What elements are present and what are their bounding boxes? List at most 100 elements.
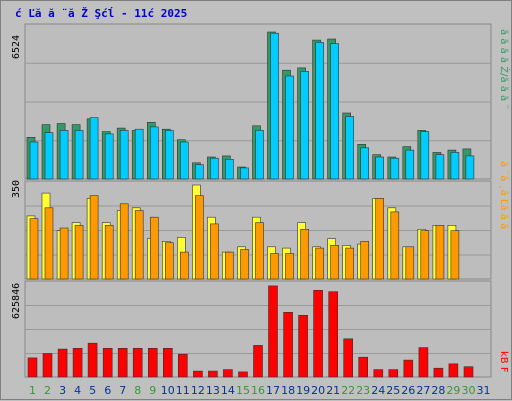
bandwidth-bar-day-8 [132, 347, 143, 378]
day-label-11: 11 [176, 384, 190, 397]
pages-legend: ă ¨ă ¸ă Ľă ă ă [498, 161, 509, 229]
pages-bar-day-9-s2 [150, 216, 159, 280]
day-label-13: 13 [206, 384, 220, 397]
day-label-9: 9 [149, 384, 156, 397]
day-label-10: 10 [161, 384, 175, 397]
day-label-6: 6 [104, 384, 111, 397]
bandwidth-legend: kB F [498, 351, 509, 373]
pages-bar-day-15-s2 [240, 249, 249, 280]
bandwidth-bar-day-29 [448, 363, 459, 378]
visits-bar-day-26-s2 [405, 149, 415, 180]
chart-title: ć Ľă ă ¨ă Ž Şćĺ - 11ć 2025 [15, 7, 187, 20]
bandwidth-max-label: 625846 [11, 283, 22, 319]
day-label-2: 2 [44, 384, 51, 397]
visits-bar-day-16-s2 [255, 130, 264, 180]
pages-bar-day-10-s2 [165, 242, 174, 280]
visits-bar-day-7-s2 [119, 130, 129, 180]
visits-bar-day-23-s2 [360, 147, 370, 180]
visits-bar-day-1-s2 [29, 141, 39, 180]
visits-bar-day-14-s2 [225, 159, 234, 180]
pages-bar-day-22-s2 [345, 247, 355, 280]
day-label-31: 31 [477, 384, 491, 397]
visits-bar-day-20-s2 [315, 42, 324, 180]
visits-bar-day-3-s2 [59, 130, 69, 180]
bandwidth-bar-day-11 [178, 353, 188, 378]
visits-bar-day-22-s2 [345, 116, 355, 180]
pages-bar-day-13-s2 [210, 223, 219, 280]
visits-max-label: 6524 [11, 35, 22, 59]
visits-bar-day-25-s2 [390, 157, 400, 180]
day-label-5: 5 [89, 384, 96, 397]
visits-bar-day-18-s2 [285, 75, 294, 180]
pages-bar-day-19-s2 [300, 229, 309, 280]
pages-bar-day-8-s2 [134, 210, 144, 280]
visits-bar-day-30-s2 [465, 155, 475, 180]
pages-bar-day-23-s2 [360, 241, 370, 280]
visits-bar-day-8-s2 [134, 128, 144, 180]
day-label-20: 20 [311, 384, 325, 397]
bandwidth-bar-day-30 [463, 366, 474, 378]
day-label-21: 21 [326, 384, 340, 397]
pages-bar-day-21-s2 [330, 245, 339, 280]
day-label-27: 27 [416, 384, 430, 397]
pages-bar-day-12-s2 [195, 195, 204, 280]
day-label-8: 8 [134, 384, 141, 397]
pages-bar-day-26-s2 [405, 246, 415, 280]
pages-bar-day-3-s2 [59, 227, 69, 280]
pages-bar-day-11-s2 [180, 251, 189, 280]
pages-bar-day-28-s2 [435, 225, 445, 280]
bandwidth-bar-day-19 [298, 314, 308, 378]
day-label-25: 25 [386, 384, 400, 397]
pages-bar-day-25-s2 [390, 211, 400, 280]
visits-bar-day-28-s2 [435, 154, 445, 180]
bandwidth-bar-day-18 [283, 311, 293, 378]
pages-bar-day-18-s2 [285, 253, 294, 280]
day-label-19: 19 [296, 384, 310, 397]
day-label-4: 4 [74, 384, 81, 397]
bandwidth-bar-day-12 [193, 370, 203, 378]
visits-bar-day-10-s2 [165, 130, 174, 180]
day-label-29: 29 [446, 384, 460, 397]
pages-bar-day-24-s2 [375, 198, 385, 280]
pages-bar-day-2-s2 [44, 207, 54, 280]
day-label-23: 23 [356, 384, 370, 397]
bandwidth-bar-day-17 [268, 285, 278, 378]
day-label-24: 24 [371, 384, 385, 397]
pages-bar-day-4-s2 [74, 225, 84, 280]
day-label-3: 3 [59, 384, 66, 397]
visits-bar-day-4-s2 [74, 130, 84, 180]
visits-bar-day-17-s2 [270, 32, 279, 180]
bandwidth-bar-day-4 [72, 347, 83, 378]
pages-bar-day-5-s2 [89, 195, 99, 280]
day-label-28: 28 [431, 384, 445, 397]
visits-bar-day-12-s2 [195, 164, 204, 180]
bandwidth-bar-day-28 [433, 367, 444, 378]
visits-bar-day-11-s2 [180, 141, 189, 180]
visits-bar-day-24-s2 [375, 156, 385, 180]
pages-bar-day-27-s2 [420, 230, 430, 280]
visits-bar-day-2-s2 [44, 132, 54, 180]
pages-max-label: 350 [11, 180, 22, 198]
day-label-12: 12 [191, 384, 205, 397]
bandwidth-bar-day-20 [313, 289, 323, 378]
day-label-1: 1 [29, 384, 36, 397]
bandwidth-bar-day-24 [373, 369, 384, 378]
pages-bar-day-16-s2 [255, 222, 264, 280]
visits-bar-day-19-s2 [300, 71, 309, 180]
day-label-7: 7 [119, 384, 126, 397]
bandwidth-bar-day-22 [343, 338, 354, 378]
bandwidth-bar-day-16 [253, 345, 263, 378]
day-label-18: 18 [281, 384, 295, 397]
visits-bar-day-13-s2 [210, 157, 219, 180]
bandwidth-bar-day-27 [418, 347, 429, 378]
day-label-17: 17 [266, 384, 280, 397]
bandwidth-bar-day-23 [358, 356, 369, 378]
bandwidth-bar-day-25 [388, 369, 399, 378]
bandwidth-bar-day-1 [27, 357, 38, 378]
bandwidth-bar-day-9 [148, 347, 158, 378]
pages-bar-day-14-s2 [225, 251, 234, 280]
pages-bar-day-20-s2 [315, 247, 324, 280]
day-label-26: 26 [401, 384, 415, 397]
